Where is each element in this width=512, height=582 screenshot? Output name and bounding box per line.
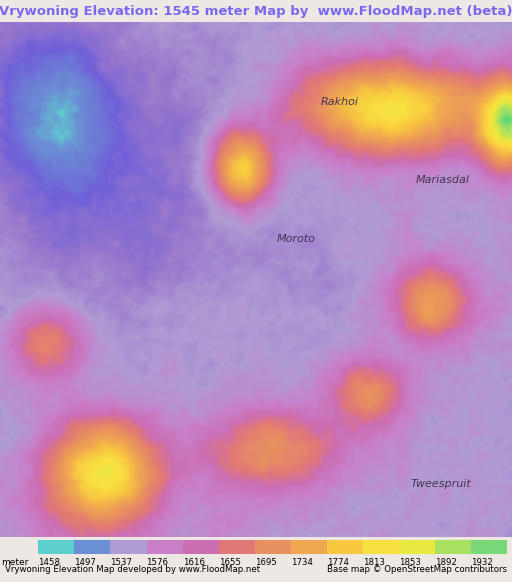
Text: 1695: 1695 (254, 558, 276, 567)
Bar (327, 540, 362, 554)
Text: Mariasdal: Mariasdal (415, 175, 469, 184)
Text: 1616: 1616 (183, 558, 205, 567)
Bar (399, 540, 435, 554)
Text: 1813: 1813 (362, 558, 385, 567)
Bar (471, 540, 507, 554)
Text: 1734: 1734 (291, 558, 313, 567)
Text: 1655: 1655 (219, 558, 241, 567)
Text: 1458: 1458 (38, 558, 60, 567)
Text: Rakhoi: Rakhoi (321, 97, 358, 108)
Bar (219, 540, 254, 554)
Text: 1537: 1537 (111, 558, 133, 567)
Text: 1774: 1774 (327, 558, 349, 567)
Text: Vrywoning Elevation: 1545 meter Map by  www.FloodMap.net (beta): Vrywoning Elevation: 1545 meter Map by w… (0, 5, 512, 17)
Text: 1932: 1932 (471, 558, 493, 567)
Bar (435, 540, 471, 554)
Text: 1853: 1853 (399, 558, 421, 567)
Bar (146, 540, 183, 554)
Bar (38, 540, 74, 554)
Text: meter: meter (1, 558, 28, 567)
Bar (74, 540, 111, 554)
Text: Tweespruit: Tweespruit (410, 478, 471, 489)
Bar (183, 540, 219, 554)
Bar (362, 540, 399, 554)
Text: Moroto: Moroto (277, 234, 316, 244)
Text: 1576: 1576 (146, 558, 168, 567)
Bar (111, 540, 146, 554)
Text: Base map © OpenStreetMap contributors: Base map © OpenStreetMap contributors (327, 565, 507, 574)
Bar (291, 540, 327, 554)
Text: 1497: 1497 (74, 558, 96, 567)
Text: Vrywoning Elevation Map developed by www.FloodMap.net: Vrywoning Elevation Map developed by www… (5, 565, 260, 574)
Bar (254, 540, 291, 554)
Text: 1892: 1892 (435, 558, 457, 567)
